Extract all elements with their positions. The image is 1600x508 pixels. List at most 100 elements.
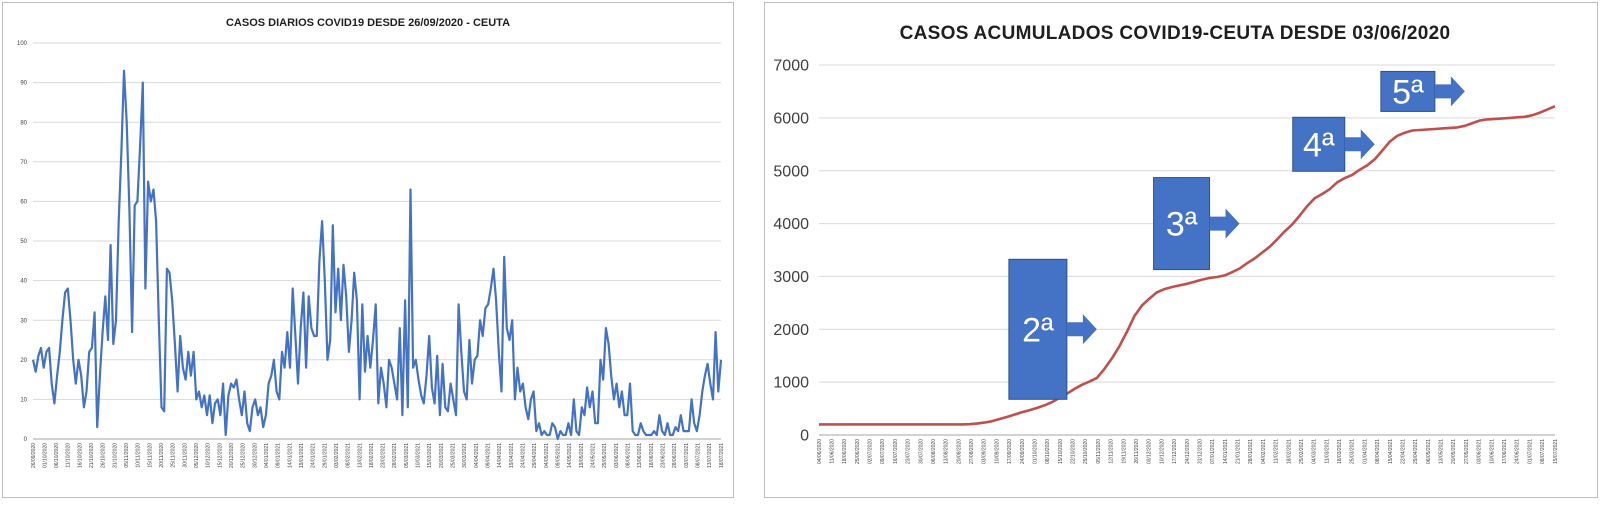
x-tick-label: 29/04/2021: [532, 443, 538, 468]
x-tick-label: 17/12/2020: [1172, 439, 1178, 464]
x-tick-label: 23/07/2020: [906, 439, 912, 464]
x-tick-label: 14/04/2021: [497, 443, 503, 468]
wave-box: [1380, 70, 1436, 112]
x-tick-label: 30/07/2020: [918, 439, 924, 464]
x-tick-label: 25/11/2020: [171, 443, 177, 468]
x-tick-label: 22/10/2020: [1071, 439, 1077, 464]
x-tick-label: 27/05/2021: [1464, 439, 1470, 464]
x-tick-label: 01/04/2021: [1362, 439, 1368, 464]
x-tick-label: 16/07/2020: [893, 439, 899, 464]
x-tick-label: 29/10/2020: [1083, 439, 1089, 464]
x-tick-label: 24/05/2021: [590, 443, 596, 468]
x-tick-label: 12/11/2020: [1109, 439, 1115, 464]
x-tick-label: 18/02/2021: [1286, 439, 1292, 464]
x-tick-label: 25/02/2021: [1299, 439, 1305, 464]
x-tick-label: 09/04/2021: [486, 443, 492, 468]
x-tick-label: 26/11/2020: [1134, 439, 1140, 464]
x-tick-label: 08/07/2021: [695, 443, 701, 468]
x-tick-label: 18/02/2021: [369, 443, 375, 468]
x-tick-label: 08/02/2021: [346, 443, 352, 468]
x-tick-label: 29/04/2021: [1413, 439, 1419, 464]
wave-label: 2ª: [1022, 311, 1054, 349]
series-line: [819, 105, 1556, 426]
x-tick-label: 13/06/2021: [637, 443, 643, 468]
y-tick-label: 50: [20, 239, 27, 245]
x-tick-label: 19/04/2021: [509, 443, 515, 468]
x-tick-label: 01/10/2020: [1032, 439, 1038, 464]
cumulative-cases-chart: CASOS ACUMULADOS COVID19-CEUTA DESDE 03/…: [764, 2, 1598, 498]
x-tick-label: 03/02/2021: [334, 443, 340, 468]
x-tick-label: 15/10/2020: [1058, 439, 1064, 464]
x-tick-label: 28/01/2021: [1248, 439, 1254, 464]
y-tick-label: 80: [20, 120, 27, 126]
y-tick-label: 70: [20, 160, 27, 166]
x-tick-label: 28/02/2021: [392, 443, 398, 468]
x-tick-label: 24/01/2021: [311, 443, 317, 468]
x-tick-label: 26/09/2020: [31, 443, 37, 468]
x-tick-label: 04/03/2021: [1312, 439, 1318, 464]
x-tick-label: 28/06/2021: [672, 443, 678, 468]
wave-arrow: [1066, 314, 1097, 345]
x-tick-label: 04/06/2020: [817, 439, 823, 464]
x-tick-label: 13/07/2021: [707, 443, 713, 468]
wave-callout: 5ª: [1380, 70, 1465, 112]
x-tick-label: 15/12/2020: [217, 443, 223, 468]
x-tick-label: 13/02/2021: [357, 443, 363, 468]
y-tick-label: 100: [17, 41, 28, 47]
x-tick-label: 11/02/2021: [1274, 439, 1280, 464]
x-tick-label: 20/12/2020: [229, 443, 235, 468]
x-tick-label: 15/03/2021: [427, 443, 433, 468]
x-tick-label: 20/11/2020: [159, 443, 165, 468]
daily-chart-title: CASOS DIARIOS COVID19 DESDE 26/09/2020 -…: [225, 17, 511, 29]
y-tick-label: 90: [20, 81, 27, 87]
x-tick-label: 26/10/2020: [101, 443, 107, 468]
cumulative-cases-plot: 0 1000 2000 3000 4000 5000 6000 7000 04/06/2020 1…: [773, 58, 1559, 464]
x-tick-label: 09/05/2021: [555, 443, 561, 468]
wave-arrow: [1344, 129, 1375, 160]
x-tick-label: 05/11/2020: [1096, 439, 1102, 464]
wave-box: [1153, 177, 1211, 271]
x-tick-label: 03/06/2021: [614, 443, 620, 468]
x-tick-label: 03/09/2020: [982, 439, 988, 464]
x-tick-label: 19/11/2020: [1121, 439, 1127, 464]
x-tick-label: 11/06/2020: [829, 439, 835, 464]
y-tick-label: 0: [24, 437, 28, 443]
x-tick-label: 06/08/2020: [931, 439, 937, 464]
x-tick-label: 04/01/2021: [264, 443, 270, 468]
wave-callout: 4ª: [1292, 116, 1375, 172]
series-line: [31, 69, 723, 441]
x-tick-label: 10/12/2020: [1159, 439, 1165, 464]
cumulative-chart-title: CASOS ACUMULADOS COVID19-CEUTA DESDE 03/…: [899, 23, 1451, 44]
x-tick-label: 24/06/2021: [1515, 439, 1521, 464]
x-tick-label: 25/06/2020: [855, 439, 861, 464]
x-tick-label: 15/07/2021: [1553, 439, 1559, 464]
x-tick-label: 09/01/2021: [276, 443, 282, 468]
x-tick-label: 06/10/2020: [54, 443, 60, 468]
x-tick-label: 18/06/2021: [649, 443, 655, 468]
x-tick-label: 01/07/2021: [1527, 439, 1533, 464]
x-tick-label: 10/11/2020: [136, 443, 142, 468]
x-tick-label: 05/12/2020: [194, 443, 200, 468]
x-tick-label: 25/03/2021: [1350, 439, 1356, 464]
y-tick-label: 3000: [773, 269, 809, 286]
x-tick-label: 25/12/2020: [241, 443, 247, 468]
x-tick-label: 17/06/2021: [1502, 439, 1508, 464]
x-tick-label: 20/03/2021: [439, 443, 445, 468]
x-tick-label: 10/09/2020: [994, 439, 1000, 464]
y-tick-label: 6000: [773, 110, 809, 127]
x-tick-label: 05/03/2021: [404, 443, 410, 468]
x-tick-label: 24/09/2020: [1020, 439, 1026, 464]
x-tick-label: 08/10/2020: [1045, 439, 1051, 464]
x-tick-label: 23/06/2021: [660, 443, 666, 468]
x-tick-label: 09/07/2020: [880, 439, 886, 464]
x-tick-label: 27/08/2020: [969, 439, 975, 464]
wave-label: 3ª: [1166, 206, 1198, 244]
x-tick-label: 30/11/2020: [182, 443, 188, 468]
y-tick-label: 30: [20, 318, 27, 324]
x-tick-label: 10/12/2020: [206, 443, 212, 468]
x-tick-label: 04/04/2021: [474, 443, 480, 468]
x-tick-label: 18/06/2020: [842, 439, 848, 464]
x-tick-label: 30/12/2020: [252, 443, 258, 468]
x-tick-label: 13/05/2021: [1439, 439, 1445, 464]
x-tick-label: 07/01/2021: [1210, 439, 1216, 464]
